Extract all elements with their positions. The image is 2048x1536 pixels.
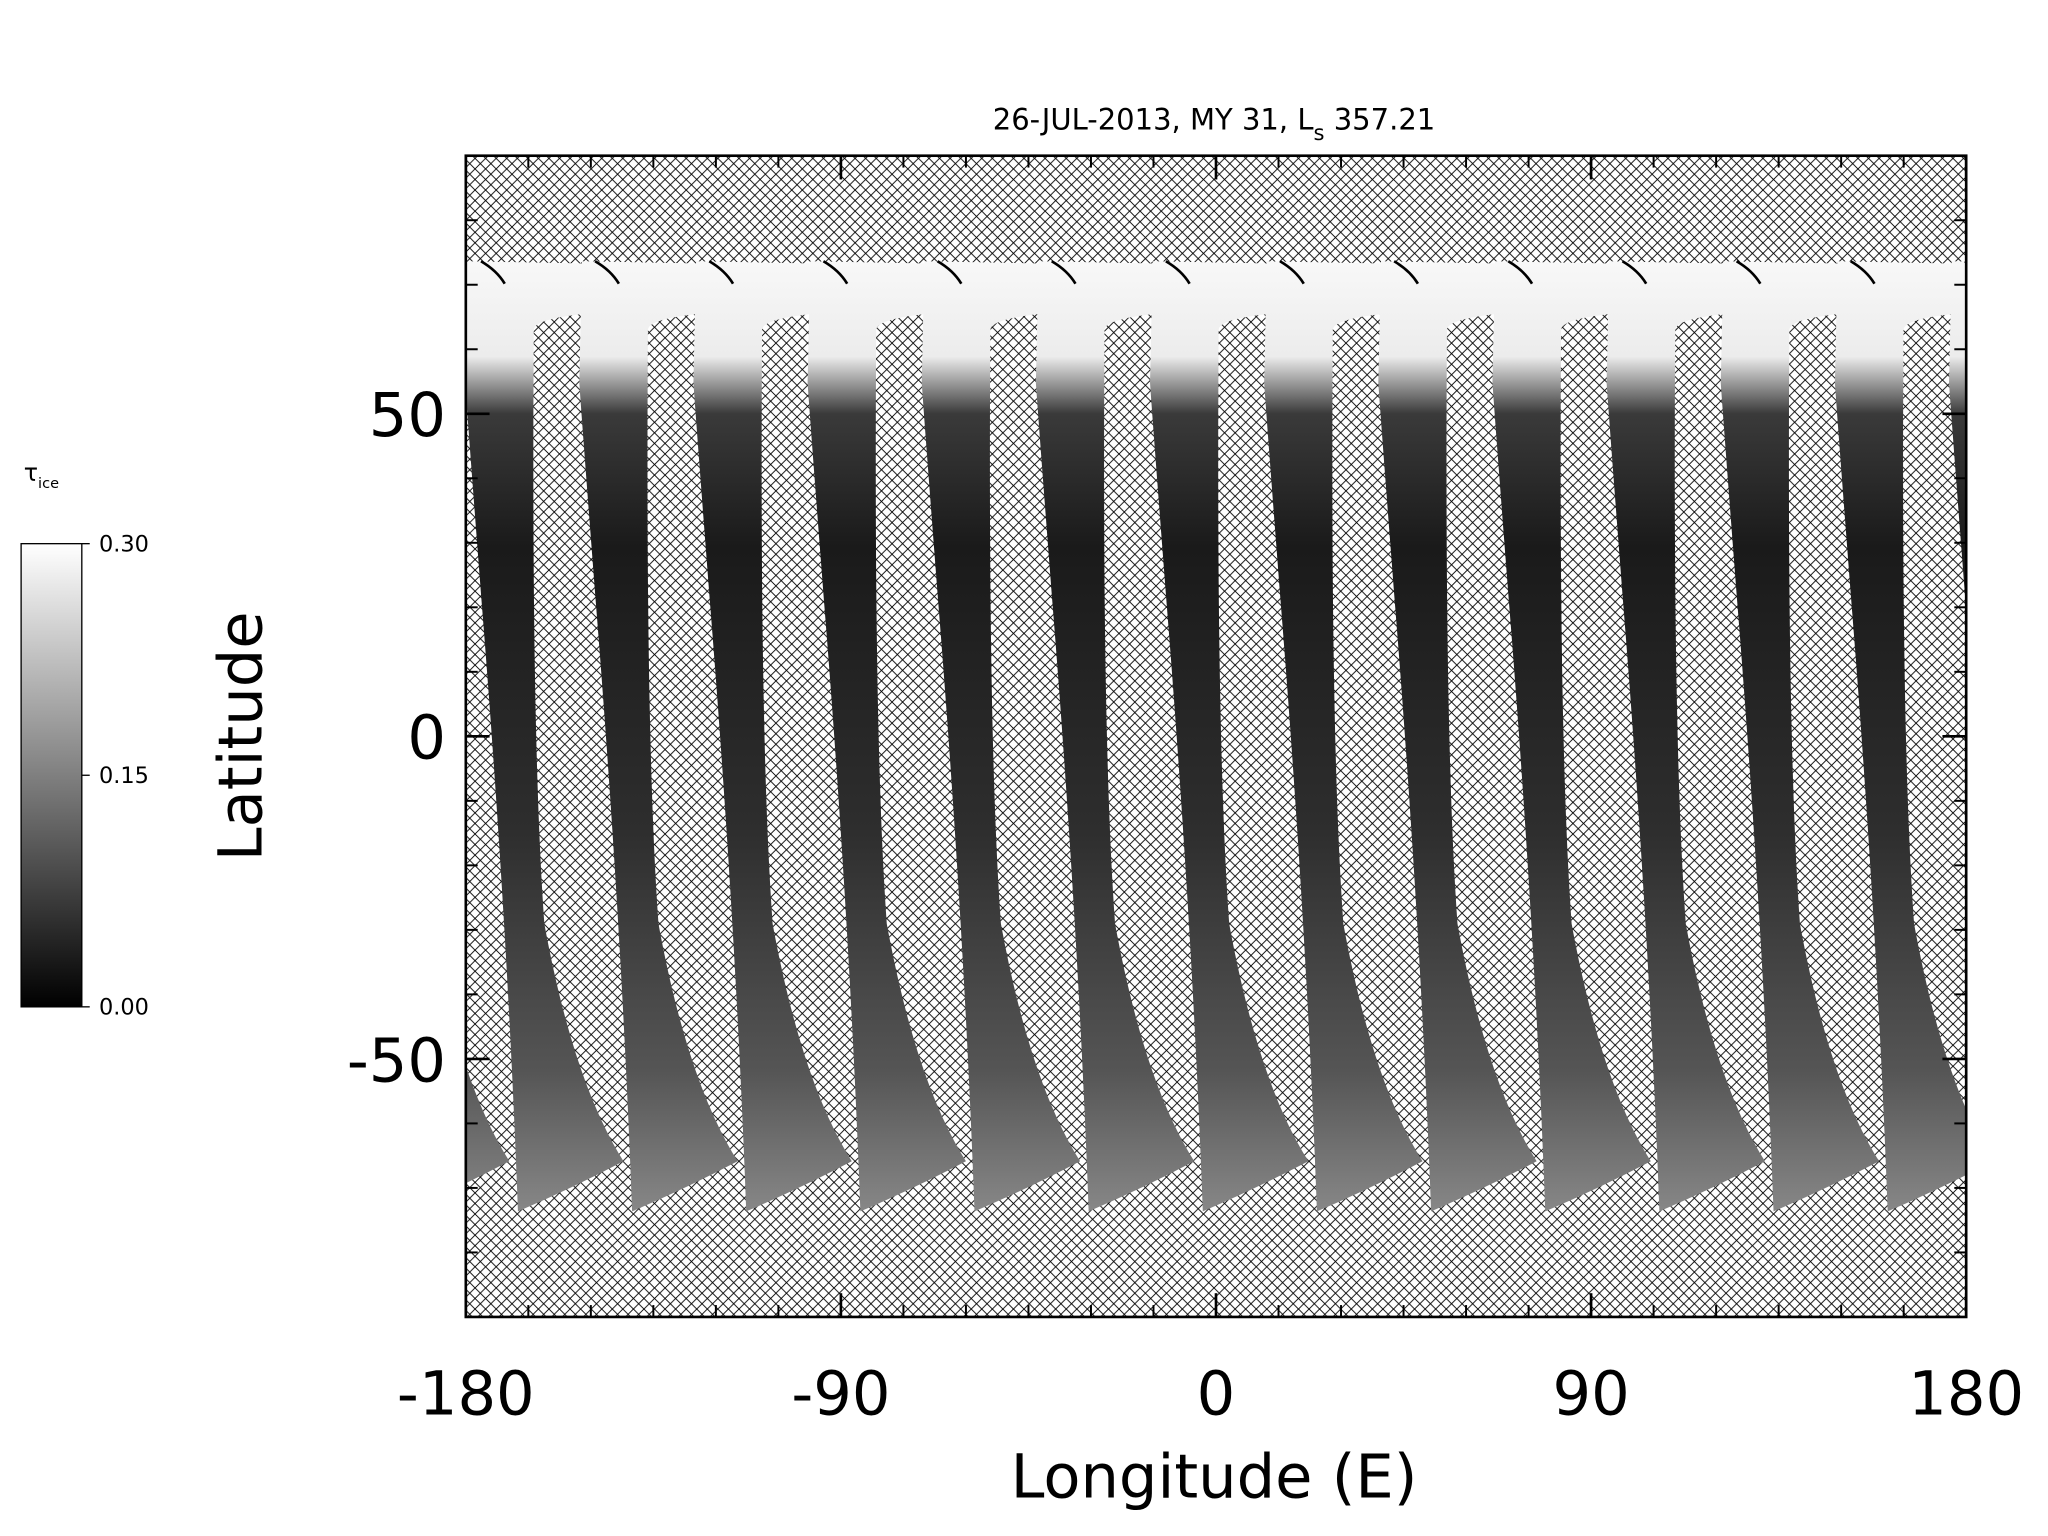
y-axis-label: Latitude [206,611,276,861]
colorbar [20,543,83,1008]
y-tick-label: 0 [407,704,446,774]
swath [807,261,966,1212]
chart-title: 26-JUL-2013, MY 31, Ls 357.21 [993,102,1435,145]
swath [1606,261,1765,1212]
swath-edge [822,260,849,285]
swath-imagery [367,260,1967,1212]
swath [1264,261,1423,1212]
swath [693,261,852,1212]
swath-edge [1279,260,1305,285]
x-tick-label: 90 [1552,1360,1629,1430]
swath [579,261,738,1212]
swath [921,261,1081,1212]
swath-edge [708,260,735,285]
y-tick-label: 50 [369,381,446,451]
x-tick-label: -90 [791,1360,890,1430]
swath [1720,261,1880,1212]
swath [1150,261,1309,1212]
swath [1378,261,1537,1212]
swath-edge [1621,260,1648,285]
swath-edge [1850,260,1876,285]
x-axis-label: Longitude (E) [1011,1443,1418,1513]
swath-edge [1735,260,1762,285]
colorbar-label: τice [24,458,59,492]
title-text: 357.21 [1325,102,1436,136]
swath-edge [480,260,506,285]
swath-edge [1507,260,1534,285]
y-tick-label: -50 [347,1026,446,1096]
title-text: 26-JUL-2013, MY 31, L [993,102,1315,136]
swath [465,261,624,1212]
colorbar-tick-label: 0.30 [99,532,149,558]
swath-edge [594,260,621,285]
swath-edge [367,261,391,283]
swath [1035,261,1195,1212]
title-subscript: s [1314,120,1325,145]
swath [1834,261,1967,1212]
x-tick-label: 180 [1908,1360,2024,1430]
swath-edge [1051,260,1077,285]
colorbar-tick-label: 0.00 [99,995,149,1021]
swath-edge [1165,260,1191,285]
swath-edge [936,260,963,285]
colorbar-label-subscript: ice [38,476,59,492]
swath-edge [1964,260,1967,264]
swath-edge [1393,260,1420,285]
swath [465,263,510,1184]
swath [1492,261,1651,1212]
colorbar-tick-label: 0.15 [99,763,149,789]
x-tick-label: 0 [1197,1360,1236,1430]
colorbar-label-symbol: τ [24,458,38,486]
x-tick-label: -180 [397,1360,535,1430]
